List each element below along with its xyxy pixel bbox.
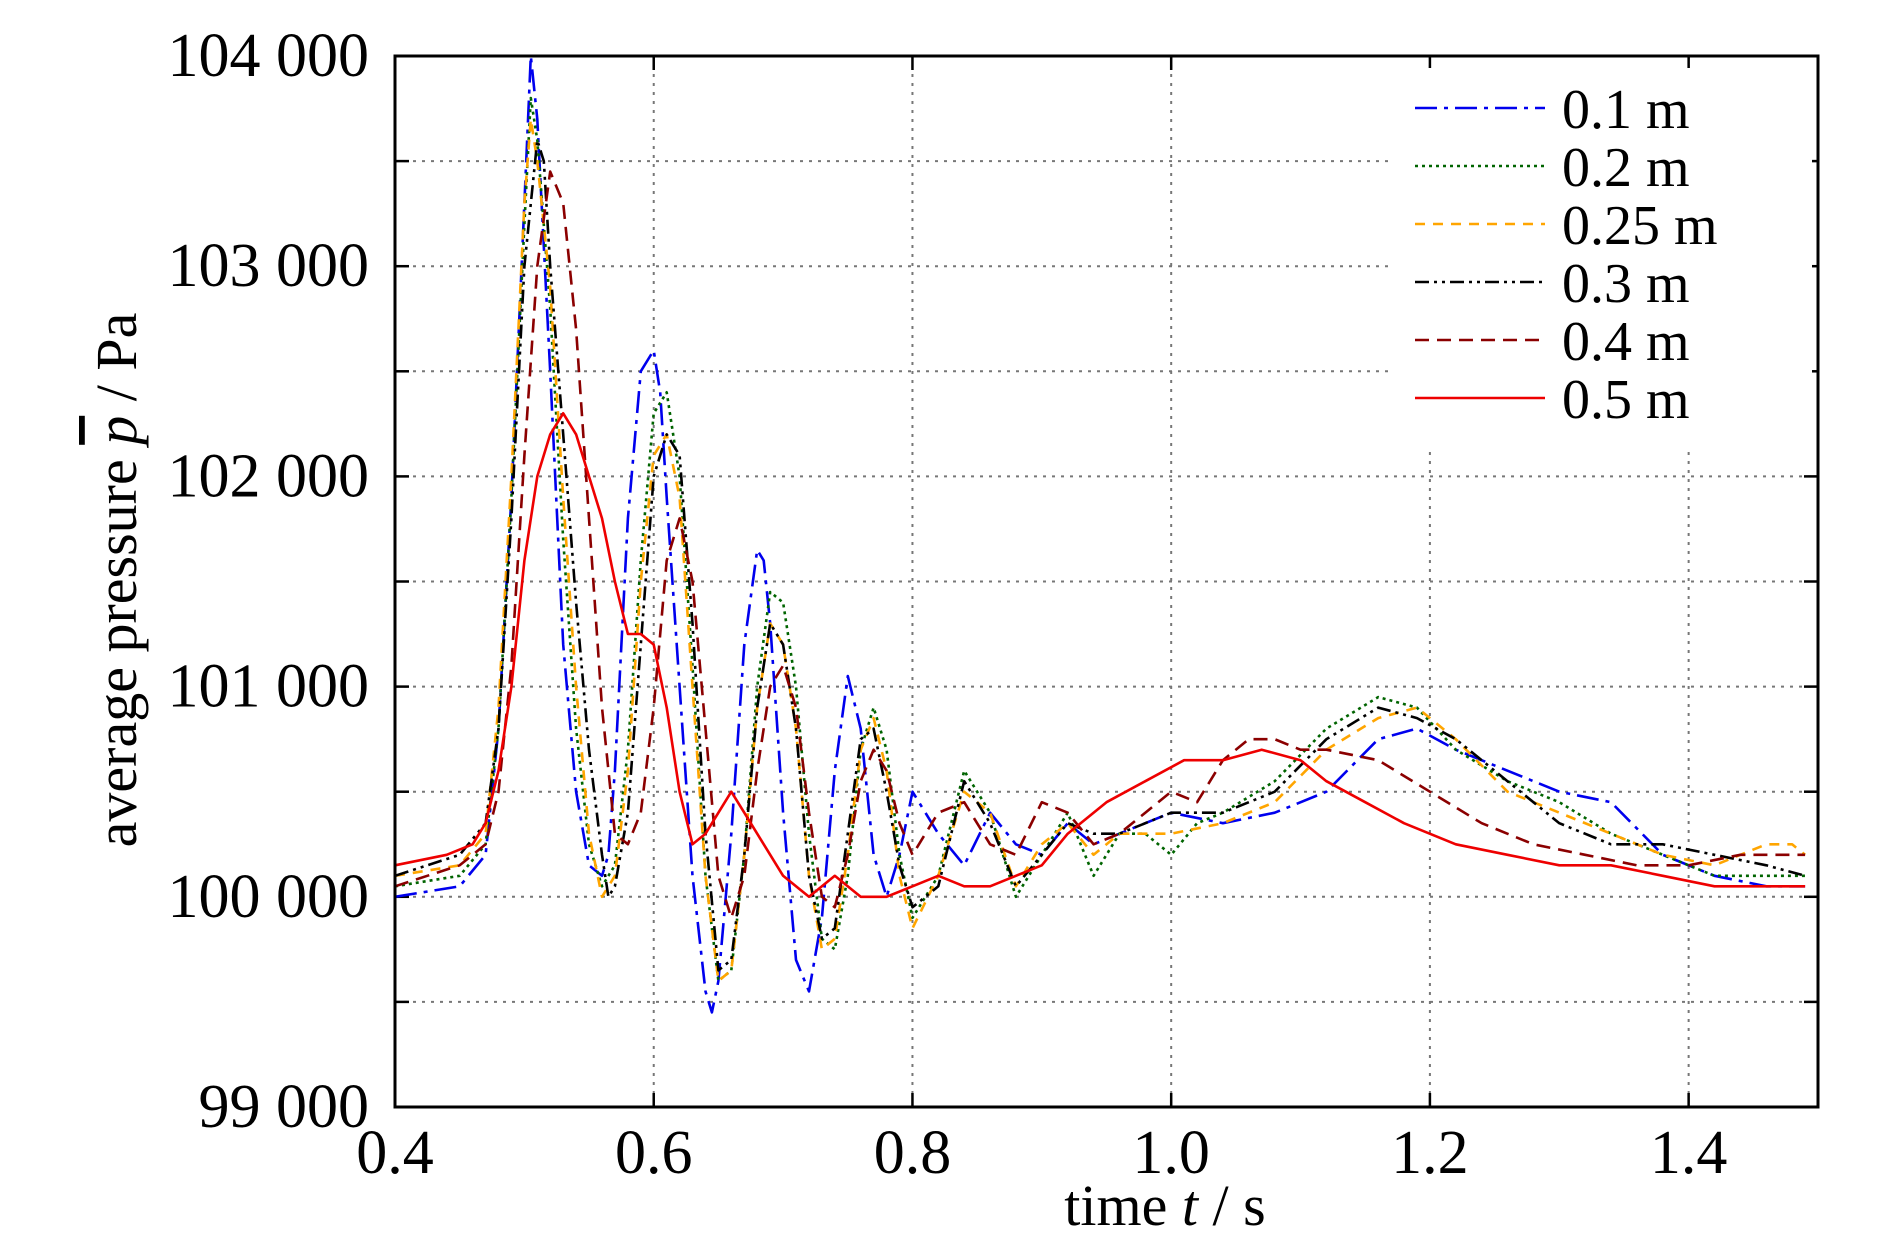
x-tick-label: 1.0 bbox=[1132, 1119, 1210, 1187]
x-tick-labels: 0.4 0.6 0.8 1.0 1.2 1.4 bbox=[356, 1119, 1727, 1187]
x-tick-label: 0.8 bbox=[874, 1119, 952, 1187]
y-tick-label: 102 000 bbox=[168, 442, 370, 510]
series-line bbox=[394, 117, 1806, 983]
legend-label: 0.3 m bbox=[1562, 253, 1690, 315]
y-tick-label: 101 000 bbox=[168, 653, 370, 721]
x-tick-label: 1.4 bbox=[1650, 1119, 1728, 1187]
y-axis-label: average pressure p / Pa bbox=[84, 313, 149, 848]
series-line bbox=[394, 138, 1806, 972]
legend: 0.1 m0.2 m0.25 m0.3 m0.4 m0.5 m bbox=[1392, 68, 1812, 448]
y-tick-labels: 99 000 100 000 101 000 102 000 103 000 104 00… bbox=[168, 22, 370, 1141]
x-tick-label: 1.2 bbox=[1391, 1119, 1469, 1187]
series-lines bbox=[394, 54, 1806, 1014]
y-tick-label: 99 000 bbox=[199, 1073, 370, 1141]
legend-label: 0.1 m bbox=[1562, 79, 1690, 141]
plot-frame bbox=[393, 54, 1820, 1109]
x-tick-label: 0.4 bbox=[356, 1119, 434, 1187]
legend-label: 0.25 m bbox=[1562, 195, 1718, 257]
y-tick-label: 104 000 bbox=[168, 22, 370, 90]
legend-background bbox=[1392, 68, 1812, 448]
series-line bbox=[394, 170, 1806, 920]
y-tick-label: 103 000 bbox=[168, 232, 370, 300]
series-line bbox=[394, 96, 1806, 983]
grid-lines bbox=[395, 56, 1818, 1107]
y-tick-label: 100 000 bbox=[168, 863, 370, 931]
legend-label: 0.2 m bbox=[1562, 137, 1690, 199]
x-axis-label: time t / s bbox=[1064, 1173, 1265, 1233]
series-line bbox=[394, 54, 1806, 1014]
x-tick-label: 0.6 bbox=[615, 1119, 693, 1187]
legend-label: 0.5 m bbox=[1562, 369, 1690, 431]
legend-label: 0.4 m bbox=[1562, 311, 1690, 373]
series-line bbox=[394, 412, 1806, 899]
